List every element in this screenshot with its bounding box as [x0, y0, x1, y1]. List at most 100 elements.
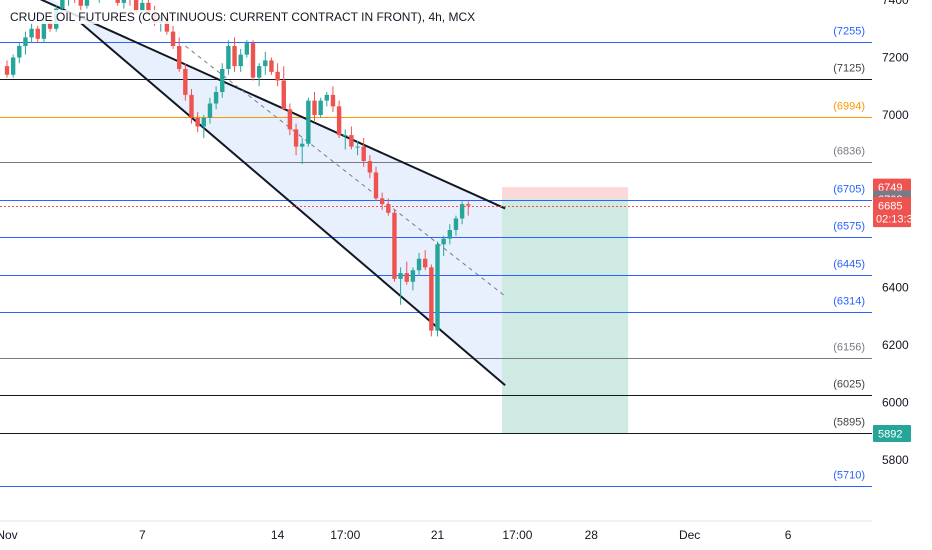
- candle-body: [441, 238, 446, 245]
- candle-body: [256, 66, 262, 78]
- candle-body: [392, 212, 397, 279]
- candle: [423, 250, 428, 271]
- candle: [177, 37, 182, 72]
- candle-body: [115, 0, 120, 3]
- x-tick-label: Nov: [0, 528, 18, 542]
- candle: [330, 86, 336, 113]
- candle: [287, 103, 293, 136]
- level-label: (6314): [833, 296, 865, 308]
- candle-body: [207, 103, 213, 118]
- candle-body: [220, 69, 225, 92]
- stop-loss-zone: [502, 187, 629, 199]
- candle: [453, 215, 459, 236]
- candle-body: [213, 92, 219, 104]
- candle-body: [201, 117, 206, 127]
- candle: [183, 63, 188, 101]
- candle: [115, 0, 120, 6]
- level-label: (6836): [833, 146, 865, 158]
- candle: [367, 155, 373, 179]
- candle: [256, 63, 262, 87]
- candle: [306, 97, 311, 147]
- channel-lower-line[interactable]: [80, 22, 506, 387]
- candle: [275, 63, 280, 87]
- candle: [213, 86, 219, 110]
- price-tag-value: 6685: [878, 201, 902, 213]
- x-tick-label: Dec: [679, 528, 700, 542]
- candle-body: [404, 273, 409, 282]
- candle: [410, 267, 416, 291]
- candle-body: [263, 60, 268, 67]
- candle-body: [183, 69, 188, 95]
- candle-body: [373, 172, 379, 199]
- candle-body: [343, 135, 348, 137]
- candle-body: [10, 57, 16, 75]
- y-tick-label: 5800: [882, 453, 909, 467]
- x-tick-label: 28: [585, 528, 599, 542]
- candle: [392, 209, 397, 282]
- candle-body: [416, 258, 422, 271]
- candle: [312, 92, 317, 121]
- level-label: (6705): [833, 184, 865, 196]
- candle-body: [410, 270, 416, 282]
- candle-body: [170, 31, 176, 46]
- candle-body: [164, 17, 170, 32]
- candle-body: [349, 135, 354, 147]
- candle-body: [17, 46, 22, 58]
- candle-body: [466, 204, 471, 206]
- x-tick-label: 21: [431, 528, 445, 542]
- candle-body: [300, 143, 305, 147]
- candle-body: [379, 198, 385, 205]
- candle-body: [453, 218, 459, 230]
- candle: [349, 126, 354, 150]
- candle-body: [177, 46, 182, 69]
- candle-body: [23, 37, 28, 46]
- candle-body: [367, 161, 373, 173]
- level-label: (7125): [833, 63, 865, 75]
- candle: [398, 267, 403, 305]
- candle: [98, 0, 100, 3]
- candle-body: [361, 146, 366, 161]
- x-tick-label: 6: [785, 528, 792, 542]
- candle: [195, 112, 200, 133]
- candle: [121, 0, 127, 9]
- candle: [4, 60, 10, 78]
- candle: [17, 43, 22, 64]
- candle-body: [78, 0, 83, 6]
- candle: [379, 192, 385, 210]
- candle: [459, 201, 465, 225]
- candle: [189, 89, 194, 124]
- candle: [250, 40, 256, 81]
- x-tick-label: 17:00: [502, 528, 532, 542]
- price-tag-countdown: 02:13:38: [876, 214, 919, 226]
- candle: [23, 31, 28, 55]
- candle: [129, 0, 131, 6]
- candle-body: [386, 204, 391, 213]
- candle: [170, 25, 176, 49]
- level-label: (7255): [833, 26, 865, 38]
- candle: [281, 66, 286, 110]
- level-label: (5895): [833, 417, 865, 429]
- candle: [238, 48, 243, 72]
- candle: [232, 37, 237, 72]
- candle-body: [435, 244, 440, 331]
- candle-body: [35, 28, 40, 39]
- candle-body: [140, 2, 145, 12]
- y-tick-label: 6000: [882, 396, 909, 410]
- candle: [447, 224, 452, 245]
- candle-body: [226, 46, 231, 69]
- candle-body: [4, 66, 10, 75]
- candle: [343, 129, 348, 150]
- candle-body: [250, 43, 256, 78]
- candle-body: [47, 23, 53, 29]
- candle: [300, 138, 305, 164]
- candle-body: [60, 0, 65, 9]
- candle: [293, 123, 299, 156]
- candle-body: [287, 109, 293, 130]
- candle: [441, 235, 446, 256]
- y-tick-label: 6400: [882, 281, 909, 295]
- candle: [429, 264, 434, 337]
- candle-body: [84, 0, 90, 6]
